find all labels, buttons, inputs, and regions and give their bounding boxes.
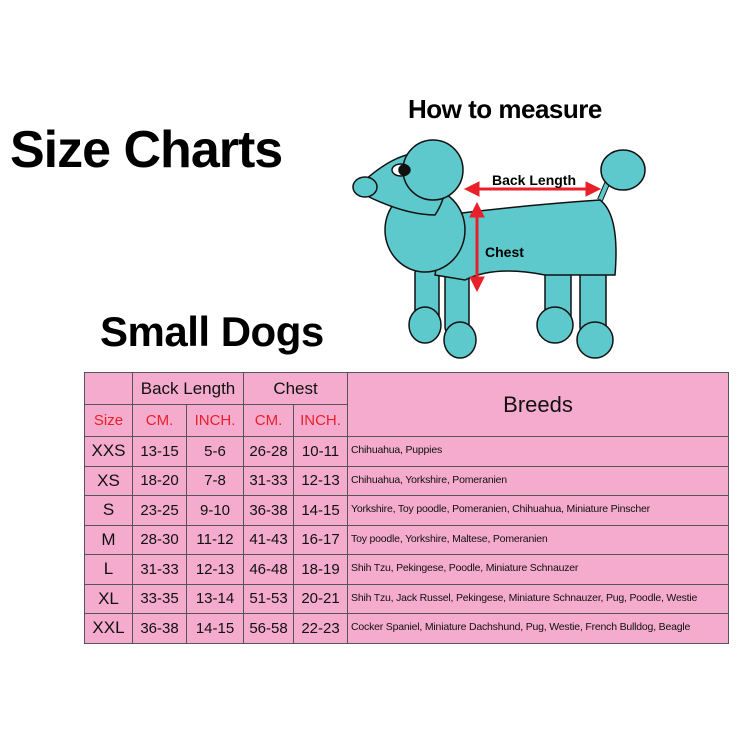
chest-cm-cell: 36-38 (243, 495, 295, 526)
how-to-measure-title: How to measure (408, 94, 602, 124)
poodle-icon (352, 139, 646, 359)
back-inch-cell: 14-15 (185, 613, 245, 644)
chest-cm-cell: 41-43 (243, 524, 295, 555)
chest-inch-cell: 12-13 (293, 465, 349, 496)
size-cell: M (84, 524, 133, 555)
breeds-cell: Yorkshire, Toy poodle, Pomeranien, Chihu… (347, 495, 730, 526)
chest-label: Chest (485, 244, 524, 260)
chest-inch-header: INCH. (293, 404, 349, 437)
breeds-header: Breeds (347, 372, 730, 437)
poodle-measure-diagram: Back Length Chest (352, 139, 646, 359)
breeds-cell: Toy poodle, Yorkshire, Maltese, Pomerani… (347, 524, 730, 555)
back-inch-cell: 5-6 (185, 436, 245, 467)
breeds-cell: Chihuahua, Yorkshire, Pomeranien (347, 465, 730, 496)
back-inch-cell: 7-8 (185, 465, 245, 496)
table-row: XXL 36-38 14-15 56-58 22-23 Cocker Spaniel, M… (84, 613, 730, 644)
chest-inch-cell: 16-17 (293, 524, 349, 555)
chest-cm-cell: 26-28 (243, 436, 295, 467)
back-cm-cell: 28-30 (132, 524, 187, 555)
table-row: XL 33-35 13-14 51-53 20-21 Shih Tzu, Jack Rus… (84, 583, 730, 614)
table-row: L 31-33 12-13 46-48 18-19 Shih Tzu, Pekingese… (84, 554, 730, 585)
chest-cm-cell: 46-48 (243, 554, 295, 585)
size-cell: XXS (84, 436, 133, 467)
back-inch-cell: 12-13 (185, 554, 245, 585)
section-title: Small Dogs (100, 308, 324, 355)
table-row: XS 18-20 7-8 31-33 12-13 Chihuahua, Yorkshire… (84, 465, 730, 496)
chest-inch-cell: 20-21 (293, 583, 349, 614)
table-row: M 28-30 11-12 41-43 16-17 Toy poodle, Yorkshi… (84, 524, 730, 555)
chest-inch-cell: 18-19 (293, 554, 349, 585)
back-cm-cell: 13-15 (132, 436, 187, 467)
chest-inch-cell: 22-23 (293, 613, 349, 644)
back-cm-cell: 18-20 (132, 465, 187, 496)
size-cell: S (84, 495, 133, 526)
size-cell: XL (84, 583, 133, 614)
breeds-cell: Chihuahua, Puppies (347, 436, 730, 467)
chest-arrow (469, 201, 485, 293)
size-header: Size (84, 404, 133, 437)
table-row: S 23-25 9-10 36-38 14-15 Yorkshire, Toy poodl… (84, 495, 730, 526)
chest-cm-cell: 56-58 (243, 613, 295, 644)
back-cm-cell: 33-35 (132, 583, 187, 614)
breeds-cell: Shih Tzu, Jack Russel, Pekingese, Miniat… (347, 583, 730, 614)
empty-header-cell (84, 372, 133, 405)
back-inch-cell: 9-10 (185, 495, 245, 526)
back-inch-cell: 13-14 (185, 583, 245, 614)
back-cm-cell: 23-25 (132, 495, 187, 526)
back-cm-cell: 36-38 (132, 613, 187, 644)
table-row: XXS 13-15 5-6 26-28 10-11 Chihuahua, Puppies (84, 436, 730, 467)
chest-cm-header: CM. (243, 404, 295, 437)
breeds-cell: Cocker Spaniel, Miniature Dachshund, Pug… (347, 613, 730, 644)
page-title: Size Charts (10, 121, 283, 179)
back-length-header: Back Length (131, 372, 245, 405)
back-length-arrow (463, 181, 602, 197)
back-cm-header: CM. (132, 404, 187, 437)
chest-cm-cell: 51-53 (243, 583, 295, 614)
size-cell: L (84, 554, 133, 585)
chest-cm-cell: 31-33 (243, 465, 295, 496)
chest-inch-cell: 14-15 (293, 495, 349, 526)
chest-inch-cell: 10-11 (293, 436, 349, 467)
chest-header: Chest (243, 372, 349, 405)
size-cell: XS (84, 465, 133, 496)
back-inch-header: INCH. (185, 404, 245, 437)
size-table: Back Length Chest Breeds Size CM. INCH. … (84, 372, 730, 644)
back-inch-cell: 11-12 (185, 524, 245, 555)
table-sub-header-row: Size CM. INCH. CM. INCH. (84, 404, 729, 437)
back-length-label: Back Length (492, 172, 576, 188)
table-group-header-row: Back Length Chest Breeds (84, 372, 730, 437)
size-cell: XXL (84, 613, 133, 644)
back-cm-cell: 31-33 (132, 554, 187, 585)
breeds-cell: Shih Tzu, Pekingese, Poodle, Miniature S… (347, 554, 730, 585)
